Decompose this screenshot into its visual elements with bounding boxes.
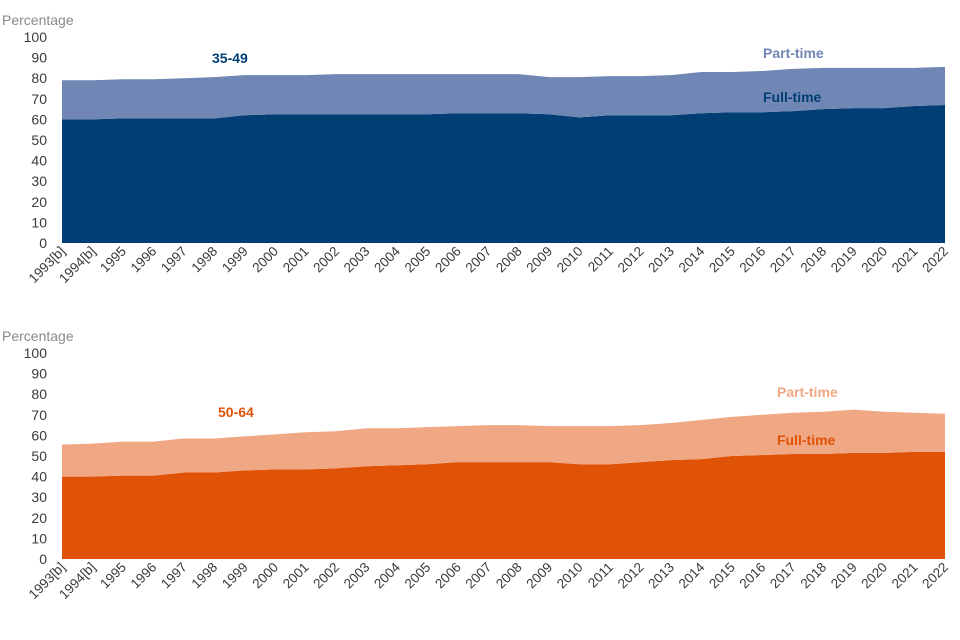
- x-tick-label: 2019: [828, 244, 860, 276]
- x-tick-label: 2020: [858, 244, 890, 276]
- y-tick-label: 30: [31, 489, 47, 505]
- y-tick-label: 0: [39, 551, 47, 567]
- y-axis-label: Percentage: [2, 328, 74, 344]
- x-tick-label: 2003: [341, 244, 373, 276]
- x-tick-label: 2006: [432, 560, 464, 592]
- area-series: [62, 66, 945, 243]
- x-tick-label: 2012: [615, 244, 647, 276]
- chart-title-label: 35-49: [212, 50, 248, 66]
- x-tick-label: 2003: [341, 560, 373, 592]
- x-tick-label: 2002: [310, 244, 342, 276]
- x-tick-label: 2016: [737, 244, 769, 276]
- y-tick-label: 10: [31, 214, 47, 230]
- area-part-time: [62, 409, 945, 477]
- area-series: [62, 409, 945, 559]
- x-tick-label: 2001: [280, 244, 312, 276]
- x-tick-label: 2022: [919, 244, 951, 276]
- x-ticks: 1993[b]1994[b]19951996199719981999200020…: [26, 559, 951, 602]
- full-time-label: Full-time: [763, 89, 822, 105]
- x-tick-label: 2011: [585, 244, 616, 275]
- x-tick-label: 2008: [493, 244, 525, 276]
- y-tick-label: 60: [31, 111, 47, 127]
- y-tick-label: 70: [31, 407, 47, 423]
- x-tick-label: 2021: [889, 244, 921, 276]
- x-tick-label: 2014: [676, 243, 708, 275]
- y-tick-label: 50: [31, 132, 47, 148]
- x-tick-label: 2004: [371, 559, 403, 591]
- x-tick-label: 2000: [249, 244, 281, 276]
- full-time-label: Full-time: [777, 432, 836, 448]
- x-tick-label: 1997: [158, 560, 190, 592]
- x-tick-label: 2001: [280, 560, 312, 592]
- y-tick-label: 40: [31, 153, 47, 169]
- x-tick-label: 2000: [249, 560, 281, 592]
- x-tick-label: 2013: [645, 244, 677, 276]
- x-tick-label: 2022: [919, 560, 951, 592]
- x-tick-label: 1998: [189, 244, 221, 276]
- x-tick-label: 2005: [402, 560, 434, 592]
- chart-50-64: Percentage 0 10 20 30 40 50 60 70 80 90 100 1993[b…: [2, 328, 951, 602]
- x-tick-label: 2019: [828, 560, 860, 592]
- y-tick-label: 10: [31, 530, 47, 546]
- y-tick-label: 100: [24, 345, 48, 361]
- y-tick-label: 70: [31, 91, 47, 107]
- y-tick-label: 90: [31, 366, 47, 382]
- x-tick-label: 2021: [889, 560, 921, 592]
- x-tick-label: 2020: [858, 560, 890, 592]
- area-full-time: [62, 104, 945, 243]
- part-time-label: Part-time: [763, 45, 824, 61]
- x-tick-label: 2018: [797, 244, 829, 276]
- x-tick-label: 1995: [97, 244, 129, 276]
- x-tick-label: 2010: [554, 560, 586, 592]
- x-tick-label: 2007: [463, 244, 495, 276]
- x-ticks: 1993[b]1994[b]19951996199719981999200020…: [26, 243, 951, 286]
- y-tick-label: 60: [31, 427, 47, 443]
- x-tick-label: 2009: [523, 244, 555, 276]
- x-tick-label: 1999: [219, 560, 251, 592]
- x-tick-label: 2017: [767, 244, 799, 276]
- x-tick-label: 2011: [585, 560, 616, 591]
- x-tick-label: 2018: [797, 560, 829, 592]
- x-tick-label: 2009: [523, 560, 555, 592]
- y-tick-label: 30: [31, 173, 47, 189]
- y-ticks: 0 10 20 30 40 50 60 70 80 90 100: [24, 345, 48, 567]
- x-tick-label: 1995: [97, 560, 129, 592]
- x-tick-label: 2010: [554, 244, 586, 276]
- x-tick-label: 2013: [645, 560, 677, 592]
- x-tick-label: 2012: [615, 560, 647, 592]
- x-tick-label: 2007: [463, 560, 495, 592]
- x-tick-label: 2015: [706, 560, 738, 592]
- part-time-label: Part-time: [777, 384, 838, 400]
- x-tick-label: 2002: [310, 560, 342, 592]
- x-tick-label: 2006: [432, 244, 464, 276]
- y-ticks: 0 10 20 30 40 50 60 70 80 90 100: [24, 29, 48, 251]
- chart-35-49: Percentage 0 10 20 30 40 50 60 70 80 90 100 1993[b…: [2, 12, 951, 286]
- x-tick-label: 1999: [219, 244, 251, 276]
- y-axis-label: Percentage: [2, 12, 74, 28]
- x-tick-label: 2016: [737, 560, 769, 592]
- x-tick-label: 1996: [128, 560, 160, 592]
- area-part-time: [62, 66, 945, 120]
- y-tick-label: 100: [24, 29, 48, 45]
- x-tick-label: 1997: [158, 244, 190, 276]
- y-tick-label: 40: [31, 469, 47, 485]
- y-tick-label: 0: [39, 235, 47, 251]
- x-tick-label: 1996: [128, 244, 160, 276]
- chart-title-label: 50-64: [218, 404, 254, 420]
- y-tick-label: 20: [31, 510, 47, 526]
- x-tick-label: 1998: [189, 560, 221, 592]
- y-tick-label: 20: [31, 194, 47, 210]
- x-tick-label: 2015: [706, 244, 738, 276]
- y-tick-label: 80: [31, 70, 47, 86]
- x-tick-label: 2004: [371, 243, 403, 275]
- x-tick-label: 2014: [676, 559, 708, 591]
- x-tick-label: 2017: [767, 560, 799, 592]
- y-tick-label: 80: [31, 386, 47, 402]
- y-tick-label: 50: [31, 448, 47, 464]
- x-tick-label: 2005: [402, 244, 434, 276]
- area-full-time: [62, 451, 945, 559]
- x-tick-label: 2008: [493, 560, 525, 592]
- y-tick-label: 90: [31, 50, 47, 66]
